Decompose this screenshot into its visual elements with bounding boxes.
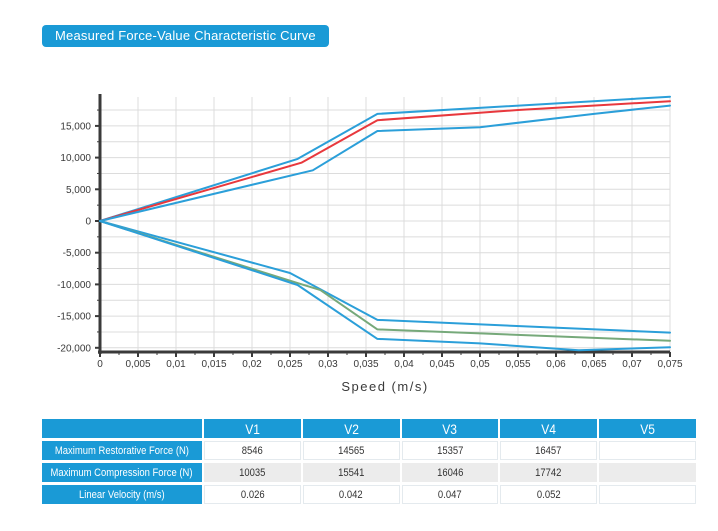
row-label-restorative-force: Maximum Restorative Force (N) xyxy=(42,441,202,460)
svg-text:0,03: 0,03 xyxy=(318,359,338,370)
svg-text:10,000: 10,000 xyxy=(60,153,91,164)
svg-text:0,02: 0,02 xyxy=(242,359,262,370)
row-label-linear-velocity: Linear Velocity (m/s) xyxy=(42,485,202,504)
svg-text:15,000: 15,000 xyxy=(60,121,91,132)
value-cell-velocity-v2: 0.042 xyxy=(302,485,400,504)
header-cell-v3: V3 xyxy=(401,419,499,438)
svg-text:-20,000: -20,000 xyxy=(57,343,91,354)
value-cell-velocity-v5 xyxy=(599,485,696,504)
value-cell-compression-v2: 15541 xyxy=(302,463,400,482)
value-cell-velocity-v4: 0.052 xyxy=(500,485,598,504)
svg-text:0,04: 0,04 xyxy=(394,359,414,370)
svg-text:0,045: 0,045 xyxy=(429,359,454,370)
speed-axis-label: Speed (m/s) xyxy=(341,379,428,394)
value-cell-velocity-v3: 0.047 xyxy=(401,485,499,504)
value-cell-compression-v1: 10035 xyxy=(204,463,301,482)
force-curve-chart: 15,000 10,000 5,000 0 -5,000 -10,000 -15,000 -2… xyxy=(57,94,683,394)
header-cell-v1: V1 xyxy=(204,419,301,438)
svg-text:0: 0 xyxy=(85,217,91,228)
header-cell-v4: V4 xyxy=(500,419,598,438)
results-table: V1 V2 V3 V4 V5 Maximum Restorative Force… xyxy=(42,419,696,504)
header-cell-v5: V5 xyxy=(599,419,696,438)
value-cell-compression-v3: 16046 xyxy=(401,463,499,482)
svg-text:5,000: 5,000 xyxy=(66,185,91,196)
series-restorative_lower_limit xyxy=(99,104,671,222)
svg-text:0,075: 0,075 xyxy=(657,359,682,370)
svg-text:0,025: 0,025 xyxy=(277,359,302,370)
series-compression_measured xyxy=(99,220,671,342)
value-cell-velocity-v1: 0.026 xyxy=(204,485,301,504)
value-cell-restorative-v3: 15357 xyxy=(401,441,499,460)
header-cell-empty xyxy=(42,419,202,438)
row-label-compression-force: Maximum Compression Force (N) xyxy=(42,463,202,482)
header-cell-v2: V2 xyxy=(302,419,400,438)
value-cell-compression-v5 xyxy=(599,463,696,482)
value-cell-restorative-v5 xyxy=(599,441,696,460)
series-restorative_upper_limit xyxy=(99,95,671,222)
svg-text:0,065: 0,065 xyxy=(581,359,606,370)
value-cell-restorative-v4: 16457 xyxy=(500,441,598,460)
series-compression_upper_limit xyxy=(99,220,671,334)
series-compression_lower_limit xyxy=(99,220,671,352)
svg-text:-15,000: -15,000 xyxy=(57,312,91,323)
series-restorative_measured xyxy=(99,100,671,222)
svg-text:0,015: 0,015 xyxy=(201,359,226,370)
svg-text:0,055: 0,055 xyxy=(505,359,530,370)
svg-text:0: 0 xyxy=(97,359,103,370)
svg-text:-10,000: -10,000 xyxy=(57,280,91,291)
value-cell-compression-v4: 17742 xyxy=(500,463,598,482)
svg-text:0,005: 0,005 xyxy=(125,359,150,370)
value-cell-restorative-v2: 14565 xyxy=(302,441,400,460)
svg-text:0,05: 0,05 xyxy=(470,359,490,370)
value-cell-restorative-v1: 8546 xyxy=(204,441,301,460)
svg-text:0,07: 0,07 xyxy=(622,359,642,370)
title-badge: Measured Force-Value Characteristic Curv… xyxy=(42,25,329,47)
svg-text:0,06: 0,06 xyxy=(546,359,566,370)
svg-text:-5,000: -5,000 xyxy=(63,248,92,259)
svg-text:0,01: 0,01 xyxy=(166,359,186,370)
svg-text:0,035: 0,035 xyxy=(353,359,378,370)
